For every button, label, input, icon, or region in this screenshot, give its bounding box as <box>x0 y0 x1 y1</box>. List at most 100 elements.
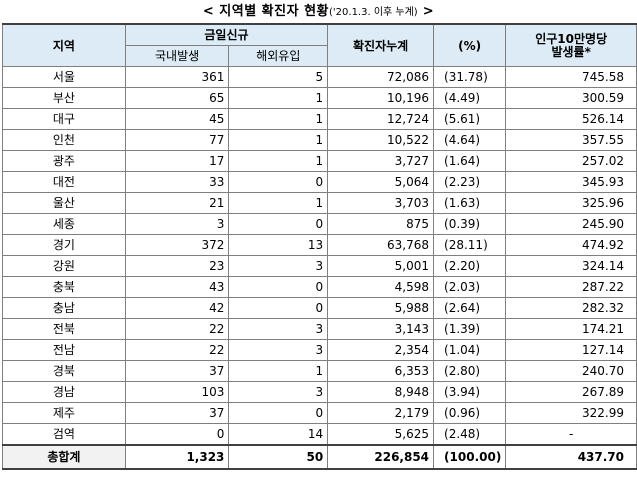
region-cell: 충남 <box>2 297 126 319</box>
table-row: 경남 103 3 8,948 (3.94) 267.89 <box>2 381 637 403</box>
table-row: 울산 21 1 3,703 (1.63) 325.96 <box>2 192 637 214</box>
region-case-table: 지역 금일신규 확진자누계 (%) 인구10만명당 발생률* 국내발생 해외유입… <box>2 23 637 470</box>
imported-cell: 1 <box>228 360 329 382</box>
domestic-cell: 42 <box>124 297 230 319</box>
table-header: 지역 금일신규 확진자누계 (%) 인구10만명당 발생률* 국내발생 해외유입 <box>2 23 637 67</box>
percent-cell: (2.80) <box>433 360 507 382</box>
region-cell: 서울 <box>2 66 126 88</box>
table-row: 광주 17 1 3,727 (1.64) 257.02 <box>2 150 637 172</box>
region-cell: 세종 <box>2 213 126 235</box>
rate-cell: 287.22 <box>505 276 637 298</box>
rate-cell: 745.58 <box>505 66 637 88</box>
imported-cell: 0 <box>228 297 329 319</box>
imported-cell: 0 <box>228 276 329 298</box>
header-rate: 인구10만명당 발생률* <box>505 23 637 67</box>
cumulative-cell: 5,625 <box>327 423 435 446</box>
imported-cell: 1 <box>228 108 329 130</box>
title-close: > <box>417 4 435 19</box>
imported-cell: 13 <box>228 234 329 256</box>
region-cell: 검역 <box>2 423 126 446</box>
cumulative-cell: 3,143 <box>327 318 435 340</box>
percent-cell: (3.94) <box>433 381 507 403</box>
cumulative-cell: 2,354 <box>327 339 435 361</box>
header-percent: (%) <box>433 23 507 67</box>
domestic-cell: 22 <box>124 339 230 361</box>
domestic-cell: 37 <box>124 360 230 382</box>
table-row: 인천 77 1 10,522 (4.64) 357.55 <box>2 129 637 151</box>
domestic-cell: 65 <box>124 87 230 109</box>
imported-cell: 0 <box>228 402 329 424</box>
domestic-cell: 372 <box>124 234 230 256</box>
table-row: 경기 372 13 63,768 (28.11) 474.92 <box>2 234 637 256</box>
rate-cell: 240.70 <box>505 360 637 382</box>
rate-cell: 245.90 <box>505 213 637 235</box>
table-row: 충북 43 0 4,598 (2.03) 287.22 <box>2 276 637 298</box>
title-main: < 지역별 확진자 현황 <box>202 4 330 19</box>
cumulative-cell: 6,353 <box>327 360 435 382</box>
rate-cell: 526.14 <box>505 108 637 130</box>
imported-cell: 50 <box>228 444 329 470</box>
region-cell: 대전 <box>2 171 126 193</box>
region-cell: 울산 <box>2 192 126 214</box>
region-cell: 강원 <box>2 255 126 277</box>
percent-cell: (28.11) <box>433 234 507 256</box>
table-body: 서울 361 5 72,086 (31.78) 745.58 부산 65 1 10,196 (4.4… <box>2 66 637 470</box>
domestic-cell: 3 <box>124 213 230 235</box>
header-new-today: 금일신규 <box>124 23 329 46</box>
percent-cell: (1.39) <box>433 318 507 340</box>
rate-cell: 357.55 <box>505 129 637 151</box>
header-domestic: 국내발생 <box>124 45 230 67</box>
cumulative-cell: 5,001 <box>327 255 435 277</box>
domestic-cell: 43 <box>124 276 230 298</box>
imported-cell: 3 <box>228 339 329 361</box>
percent-cell: (1.04) <box>433 339 507 361</box>
table-row: 경북 37 1 6,353 (2.80) 240.70 <box>2 360 637 382</box>
cumulative-cell: 5,064 <box>327 171 435 193</box>
rate-cell: 324.14 <box>505 255 637 277</box>
region-cell: 전남 <box>2 339 126 361</box>
region-cell: 경기 <box>2 234 126 256</box>
cumulative-cell: 3,703 <box>327 192 435 214</box>
domestic-cell: 0 <box>124 423 230 446</box>
cumulative-cell: 226,854 <box>327 444 435 470</box>
region-cell: 전북 <box>2 318 126 340</box>
percent-cell: (0.96) <box>433 402 507 424</box>
rate-cell: 325.96 <box>505 192 637 214</box>
imported-cell: 3 <box>228 318 329 340</box>
region-cell: 경북 <box>2 360 126 382</box>
percent-cell: (2.03) <box>433 276 507 298</box>
table-title: < 지역별 확진자 현황('20.1.3. 이후 누계) > <box>0 2 637 22</box>
region-cell: 광주 <box>2 150 126 172</box>
rate-cell: 474.92 <box>505 234 637 256</box>
rate-cell: 267.89 <box>505 381 637 403</box>
region-cell: 충북 <box>2 276 126 298</box>
rate-cell: 300.59 <box>505 87 637 109</box>
region-cell: 총합계 <box>2 444 126 470</box>
domestic-cell: 17 <box>124 150 230 172</box>
table-row: 서울 361 5 72,086 (31.78) 745.58 <box>2 66 637 88</box>
cumulative-cell: 3,727 <box>327 150 435 172</box>
domestic-cell: 22 <box>124 318 230 340</box>
percent-cell: (4.49) <box>433 87 507 109</box>
imported-cell: 3 <box>228 255 329 277</box>
region-cell: 제주 <box>2 402 126 424</box>
cumulative-cell: 12,724 <box>327 108 435 130</box>
rate-cell: 174.21 <box>505 318 637 340</box>
header-cumulative: 확진자누계 <box>327 23 435 67</box>
table-row: 충남 42 0 5,988 (2.64) 282.32 <box>2 297 637 319</box>
header-rate-line2: 발생률* <box>551 44 591 59</box>
rate-cell: 322.99 <box>505 402 637 424</box>
table-row: 전북 22 3 3,143 (1.39) 174.21 <box>2 318 637 340</box>
rate-cell: 282.32 <box>505 297 637 319</box>
table-row: 제주 37 0 2,179 (0.96) 322.99 <box>2 402 637 424</box>
region-cell: 부산 <box>2 87 126 109</box>
table-row: 대전 33 0 5,064 (2.23) 345.93 <box>2 171 637 193</box>
percent-cell: (0.39) <box>433 213 507 235</box>
percent-cell: (100.00) <box>433 444 507 470</box>
domestic-cell: 21 <box>124 192 230 214</box>
region-cell: 경남 <box>2 381 126 403</box>
region-cell: 대구 <box>2 108 126 130</box>
cumulative-cell: 4,598 <box>327 276 435 298</box>
cumulative-cell: 10,196 <box>327 87 435 109</box>
table-row: 강원 23 3 5,001 (2.20) 324.14 <box>2 255 637 277</box>
